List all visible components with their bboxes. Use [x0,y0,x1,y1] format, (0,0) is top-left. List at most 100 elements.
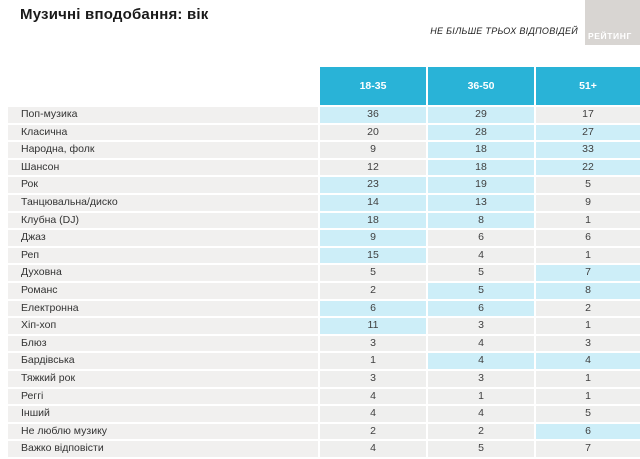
table-row: Джаз 9 6 6 [8,230,640,246]
row-label: Шансон [8,159,318,176]
row-label: Романс [8,282,318,299]
value-cell: 23 [320,177,426,193]
row-label: Блюз [8,335,318,352]
row-label: Не люблю музику [8,423,318,440]
value-cell: 9 [320,142,426,158]
table-row: Інший 4 4 5 [8,406,640,422]
rating-logo: РЕЙТИНГ [585,0,640,45]
value-cell: 18 [320,212,426,229]
value-cell: 3 [320,370,426,387]
column-header-18-35: 18-35 [320,67,426,105]
value-cell: 5 [428,265,534,281]
value-cell: 4 [428,353,534,369]
row-label: Інший [8,406,318,422]
value-cell: 4 [428,247,534,264]
row-label: Реп [8,247,318,264]
value-cell: 2 [428,423,534,440]
value-cell: 7 [536,441,640,457]
value-cell: 5 [428,441,534,457]
value-cell: 6 [320,300,426,317]
value-cell: 9 [320,230,426,246]
value-cell: 3 [428,318,534,334]
row-label: Реггі [8,388,318,405]
value-cell: 8 [428,212,534,229]
value-cell: 19 [428,177,534,193]
value-cell: 17 [536,107,640,123]
preferences-table: 18-35 36-50 51+ Поп-музика 36 29 17 Класична… [8,67,640,459]
table-row: Клубна (DJ) 18 8 1 [8,212,640,229]
row-label: Танцювальна/диско [8,194,318,211]
value-cell: 22 [536,159,640,176]
row-label: Тяжкий рок [8,370,318,387]
row-label: Хіп-хоп [8,318,318,334]
value-cell: 7 [536,265,640,281]
row-label: Електронна [8,300,318,317]
value-cell: 20 [320,124,426,141]
value-cell: 5 [536,406,640,422]
table-row: Танцювальна/диско 14 13 9 [8,194,640,211]
table-row: Народна, фолк 9 18 33 [8,142,640,158]
row-label: Духовна [8,265,318,281]
value-cell: 28 [428,124,534,141]
value-cell: 2 [536,300,640,317]
value-cell: 2 [320,282,426,299]
value-cell: 4 [428,406,534,422]
column-header-36-50: 36-50 [428,67,534,105]
value-cell: 6 [428,300,534,317]
value-cell: 1 [428,388,534,405]
value-cell: 4 [320,388,426,405]
value-cell: 18 [428,159,534,176]
value-cell: 33 [536,142,640,158]
row-label: Бардівська [8,353,318,369]
value-cell: 1 [536,318,640,334]
value-cell: 6 [536,230,640,246]
page-title: Музичні вподобання: вік [20,6,209,23]
table-row: Рок 23 19 5 [8,177,640,193]
value-cell: 3 [428,370,534,387]
value-cell: 3 [536,335,640,352]
value-cell: 18 [428,142,534,158]
table-row: Важко відповісти 4 5 7 [8,441,640,457]
value-cell: 5 [536,177,640,193]
value-cell: 1 [536,212,640,229]
table-row: Тяжкий рок 3 3 1 [8,370,640,387]
value-cell: 4 [428,335,534,352]
table-row: Електронна 6 6 2 [8,300,640,317]
value-cell: 3 [320,335,426,352]
table-row: Реп 15 4 1 [8,247,640,264]
value-cell: 6 [428,230,534,246]
value-cell: 36 [320,107,426,123]
value-cell: 8 [536,282,640,299]
value-cell: 15 [320,247,426,264]
value-cell: 9 [536,194,640,211]
row-label: Клубна (DJ) [8,212,318,229]
row-label: Поп-музика [8,107,318,123]
row-label: Важко відповісти [8,441,318,457]
value-cell: 4 [320,441,426,457]
table-row: Класична 20 28 27 [8,124,640,141]
table-row: Поп-музика 36 29 17 [8,107,640,123]
table-rows: Поп-музика 36 29 17 Класична 20 28 27 Народна, ф… [8,107,640,457]
value-cell: 13 [428,194,534,211]
table-row: Бардівська 1 4 4 [8,353,640,369]
value-cell: 11 [320,318,426,334]
value-cell: 4 [320,406,426,422]
table-row: Реггі 4 1 1 [8,388,640,405]
rating-logo-text: РЕЙТИНГ [588,31,632,41]
value-cell: 14 [320,194,426,211]
value-cell: 1 [320,353,426,369]
table-row: Хіп-хоп 11 3 1 [8,318,640,334]
row-label: Джаз [8,230,318,246]
value-cell: 1 [536,370,640,387]
value-cell: 5 [428,282,534,299]
table-row: Духовна 5 5 7 [8,265,640,281]
column-header-51plus: 51+ [536,67,640,105]
value-cell: 1 [536,388,640,405]
value-cell: 27 [536,124,640,141]
value-cell: 4 [536,353,640,369]
value-cell: 6 [536,423,640,440]
value-cell: 1 [536,247,640,264]
row-label: Народна, фолк [8,142,318,158]
row-label: Рок [8,177,318,193]
